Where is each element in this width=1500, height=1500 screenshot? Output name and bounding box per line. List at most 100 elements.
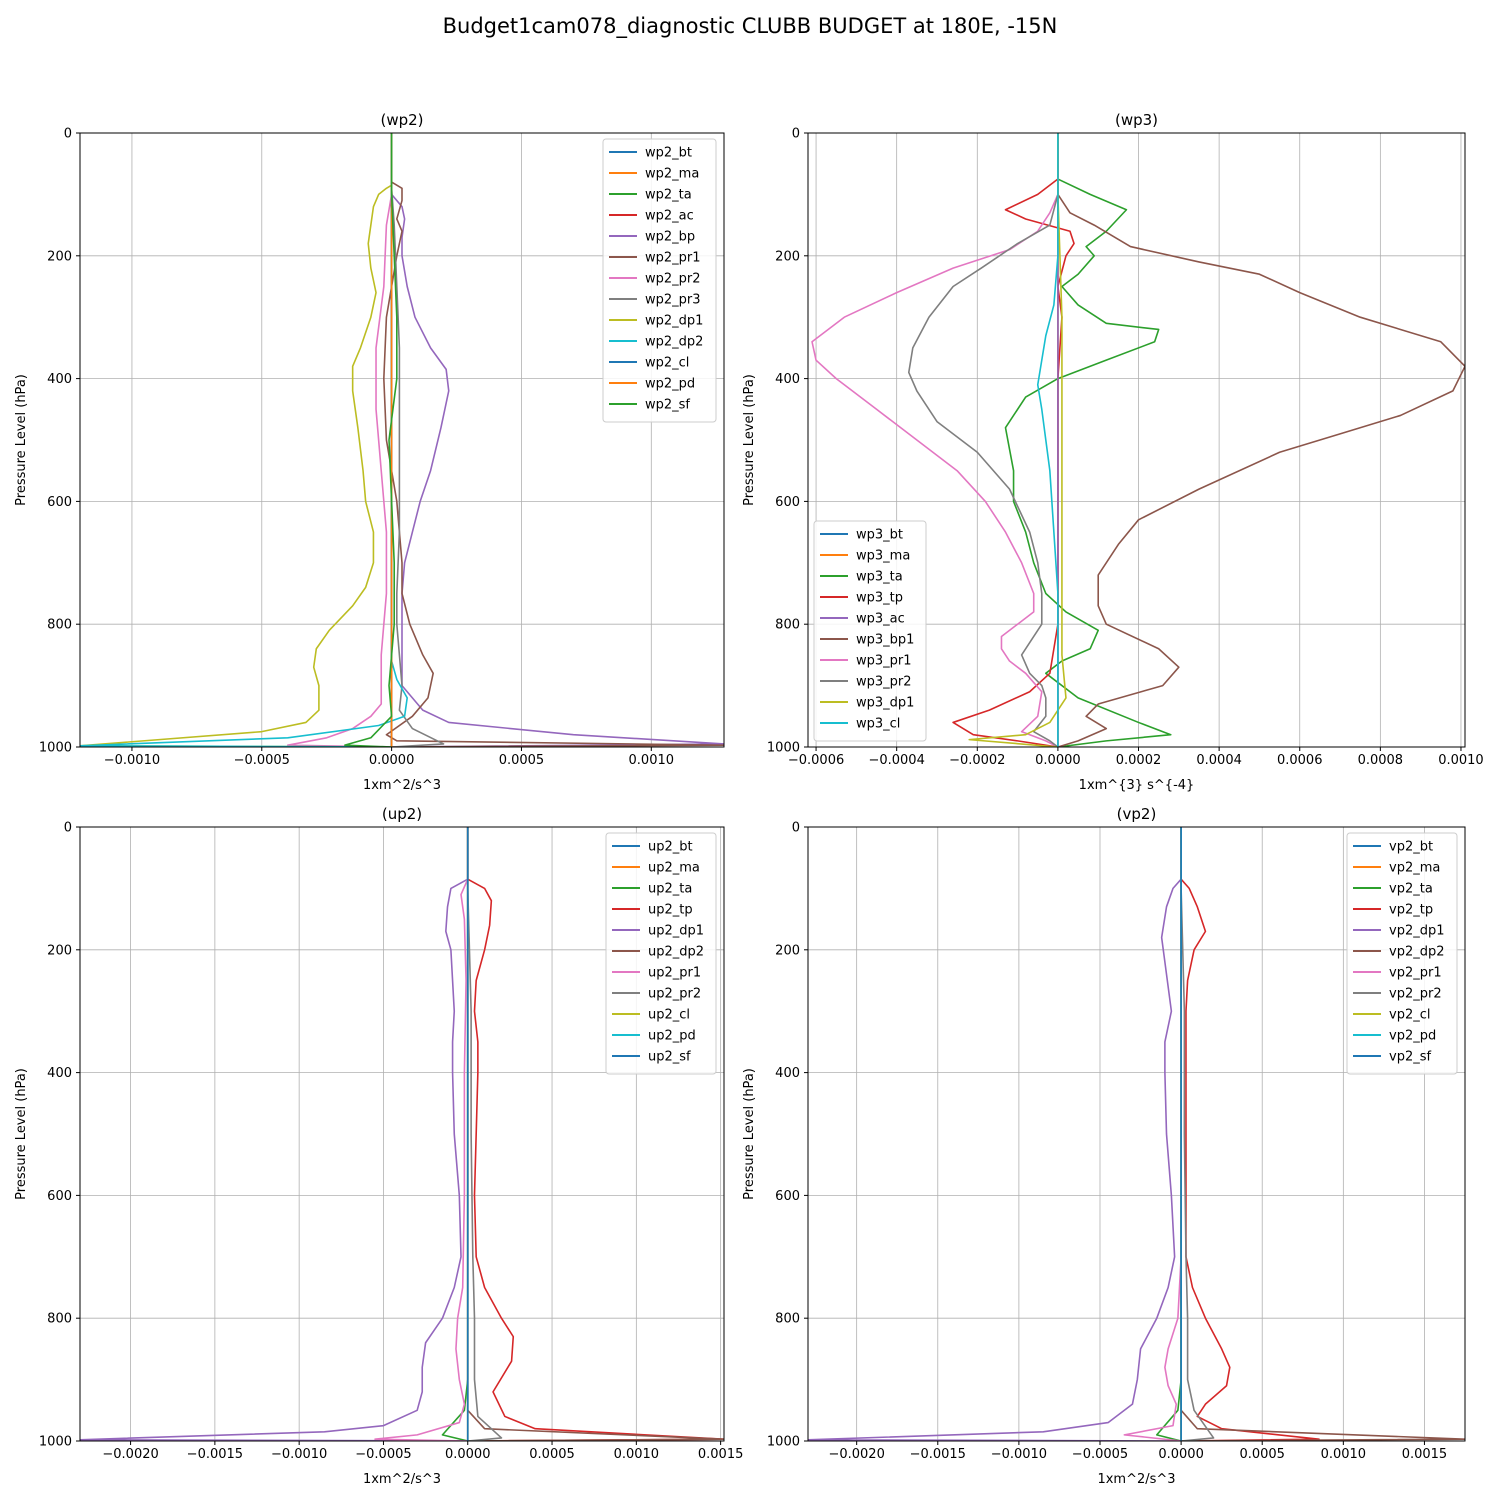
x-axis-label: 1xm^{3} s^{-4}: [1079, 778, 1195, 793]
legend-label-up2_sf: up2_sf: [648, 1050, 691, 1065]
legend-label-up2_ma: up2_ma: [648, 861, 700, 876]
series-line-vp2_pr2: [1180, 827, 1215, 1441]
axes-frame: [807, 826, 1466, 1442]
legend-label-vp2_pr2: vp2_pr2: [1389, 987, 1442, 1002]
y-tick-label: 800: [47, 1312, 72, 1327]
x-tick-label: −0.0002: [949, 753, 1005, 768]
series-line-wp2_dp1: [80, 133, 393, 747]
x-tick-label: −0.0015: [187, 1447, 243, 1462]
legend-label-wp3_ac: wp3_ac: [856, 612, 905, 627]
series-line-up2_tp: [466, 827, 724, 1441]
y-axis-label: Pressure Level (hPa): [14, 374, 29, 506]
series-line-up2_pr1: [374, 827, 469, 1441]
y-tick-label: 600: [775, 495, 800, 510]
y-tick-label: 400: [775, 372, 800, 387]
x-tick-label: 0.0010: [614, 1447, 660, 1462]
y-tick-label: 0: [64, 821, 72, 836]
x-axis-label: 1xm^2/s^3: [363, 778, 441, 793]
y-axis-label: Pressure Level (hPa): [742, 1068, 757, 1200]
legend-label-wp2_pr3: wp2_pr3: [645, 293, 701, 308]
y-tick-label: 400: [47, 1066, 72, 1081]
series-line-wp2_sf: [344, 133, 398, 747]
legend: up2_bt up2_ma up2_ta up2_tp up2_dp1 up2_dp2up…: [605, 832, 717, 1075]
x-tick-label: −0.0015: [910, 1447, 966, 1462]
y-tick-label: 400: [775, 1066, 800, 1081]
legend-label-wp3_dp1: wp3_dp1: [856, 696, 914, 711]
chart-panel-3: −0.0020 −0.0015 −0.0010 −0.0005 0.0000 0.0005…: [742, 805, 1466, 1487]
series-line-up2_pr2: [466, 827, 503, 1441]
y-axis-label: Pressure Level (hPa): [742, 374, 757, 506]
legend-label-vp2_pr1: vp2_pr1: [1389, 966, 1442, 981]
y-tick-label: 400: [47, 372, 72, 387]
legend-label-vp2_pd: vp2_pd: [1389, 1029, 1436, 1044]
axes-frame: [79, 132, 725, 748]
legend-label-wp2_pr1: wp2_pr1: [645, 251, 701, 266]
y-tick-label: 600: [775, 1189, 800, 1204]
legend-label-up2_pr1: up2_pr1: [648, 966, 701, 981]
y-tick-label: 200: [775, 943, 800, 958]
y-tick-label: 1000: [39, 741, 72, 756]
series-group: [808, 827, 1465, 1441]
x-tick-label: 0.0000: [445, 1447, 491, 1462]
x-tick-label: 0.0000: [369, 753, 415, 768]
series-line-vp2_tp: [1180, 827, 1320, 1441]
legend-label-vp2_cl: vp2_cl: [1389, 1008, 1430, 1023]
x-tick-label: 0.0005: [529, 1447, 575, 1462]
legend-label-vp2_tp: vp2_tp: [1389, 903, 1433, 918]
x-tick-label: −0.0005: [1072, 1447, 1128, 1462]
legend: wp2_bt wp2_ma wp2_ta wp2_ac wp2_bp wp2_pr1 wp2…: [602, 138, 717, 423]
x-tick-label: 0.0010: [629, 753, 675, 768]
series-line-vp2_pr1: [1123, 827, 1182, 1441]
legend-frame: [602, 138, 717, 423]
series-line-up2_dp1: [80, 827, 469, 1441]
legend-label-wp3_pr2: wp3_pr2: [856, 675, 912, 690]
y-tick-label: 600: [47, 495, 72, 510]
x-tick-label: −0.0005: [234, 753, 290, 768]
legend-label-vp2_ma: vp2_ma: [1389, 861, 1440, 876]
legend-label-wp2_sf: wp2_sf: [645, 398, 690, 413]
legend-label-wp2_dp1: wp2_dp1: [645, 314, 703, 329]
legend-label-wp2_bt: wp2_bt: [645, 146, 692, 161]
panel-title: (vp2): [1117, 805, 1157, 823]
series-line-wp3_bp1: [1057, 133, 1465, 747]
legend-label-up2_bt: up2_bt: [648, 840, 693, 855]
panel-title: (up2): [382, 805, 422, 823]
y-tick-label: 600: [47, 1189, 72, 1204]
axes-frame: [79, 826, 725, 1442]
y-axis-label: Pressure Level (hPa): [14, 1068, 29, 1200]
x-tick-label: 0.0005: [499, 753, 545, 768]
axes-frame: [807, 132, 1466, 748]
legend-label-up2_dp1: up2_dp1: [648, 924, 704, 939]
legend-label-up2_pr2: up2_pr2: [648, 987, 701, 1002]
legend-label-wp2_pr2: wp2_pr2: [645, 272, 701, 287]
series-line-wp2_pr2: [286, 133, 393, 747]
y-tick-label: 1000: [767, 1435, 800, 1450]
x-tick-label: 0.0000: [1035, 753, 1081, 768]
legend-label-wp3_bt: wp3_bt: [856, 528, 903, 543]
x-tick-label: 0.0015: [1402, 1447, 1448, 1462]
x-tick-label: −0.0020: [828, 1447, 884, 1462]
figure-title: Budget1cam078_diagnostic CLUBB BUDGET at…: [442, 14, 1058, 38]
y-tick-label: 0: [64, 127, 72, 142]
series-line-wp3_pr1: [811, 133, 1059, 747]
legend-label-wp3_pr1: wp3_pr1: [856, 654, 912, 669]
legend-label-vp2_sf: vp2_sf: [1389, 1050, 1431, 1065]
panel-title: (wp3): [1115, 111, 1158, 129]
legend-label-wp2_pd: wp2_pd: [645, 377, 695, 392]
x-tick-label: −0.0004: [868, 753, 924, 768]
legend-label-wp3_tp: wp3_tp: [856, 591, 903, 606]
legend-label-wp2_ta: wp2_ta: [645, 188, 692, 203]
x-tick-label: 0.0002: [1116, 753, 1162, 768]
x-tick-label: 0.0004: [1196, 753, 1242, 768]
x-axis-label: 1xm^2/s^3: [1097, 1472, 1175, 1487]
legend-label-up2_tp: up2_tp: [648, 903, 693, 918]
legend-label-vp2_bt: vp2_bt: [1389, 840, 1433, 855]
y-tick-label: 800: [775, 1312, 800, 1327]
legend-label-wp3_cl: wp3_cl: [856, 717, 900, 732]
series-line-wp2_pr3: [390, 133, 445, 747]
x-tick-label: 0.0010: [1438, 753, 1484, 768]
chart-panel-1: −0.0006 −0.0004 −0.0002 0.0000 0.0002 0.0004 0…: [742, 111, 1484, 793]
legend-label-up2_cl: up2_cl: [648, 1008, 690, 1023]
legend-label-vp2_dp2: vp2_dp2: [1389, 945, 1445, 960]
series-line-wp3_dp1: [968, 133, 1067, 747]
